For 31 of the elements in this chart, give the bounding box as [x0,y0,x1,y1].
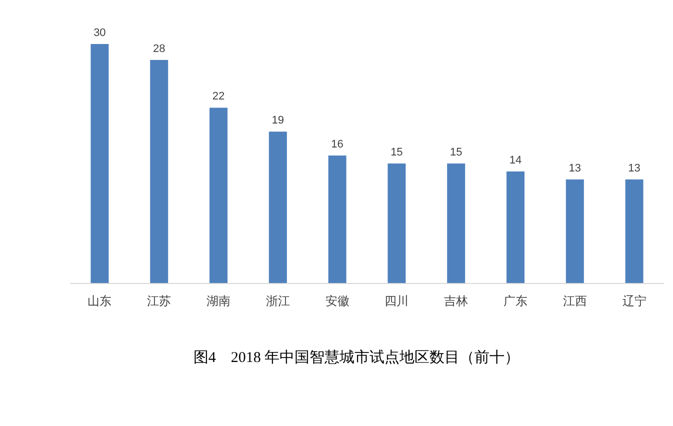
bar [625,179,644,283]
data-label: 19 [272,114,284,127]
x-tick-label: 辽宁 [622,294,646,308]
text: 图4 2018 年中国智慧城市试点地区数目（前十） [193,349,520,366]
data-label: 15 [450,146,462,158]
data-label: 14 [509,154,522,166]
bar [566,179,584,283]
data-label: 16 [331,138,344,151]
data-label: 13 [628,162,640,174]
x-tick-label: 吉林 [444,294,468,308]
bar [328,156,346,283]
data-label: 30 [94,27,106,39]
data-label: 22 [212,90,225,103]
x-tick-label: 广东 [504,294,528,308]
x-tick-label: 浙江 [266,294,290,308]
bar [210,108,228,283]
bar [388,164,406,283]
data-label: 15 [390,146,403,158]
bar [506,171,524,283]
x-tick-label: 安徽 [325,294,350,308]
x-tick-label: 江西 [562,294,587,308]
x-tick-label: 四川 [384,294,409,308]
x-tick-label: 山东 [88,294,112,308]
bar [90,44,109,283]
x-tick-label: 江苏 [147,294,172,308]
data-label: 13 [568,162,582,174]
bar [150,60,168,283]
x-tick-label: 湖南 [206,294,230,308]
bar [268,132,287,283]
bar [447,164,466,283]
data-label: 28 [152,42,166,55]
